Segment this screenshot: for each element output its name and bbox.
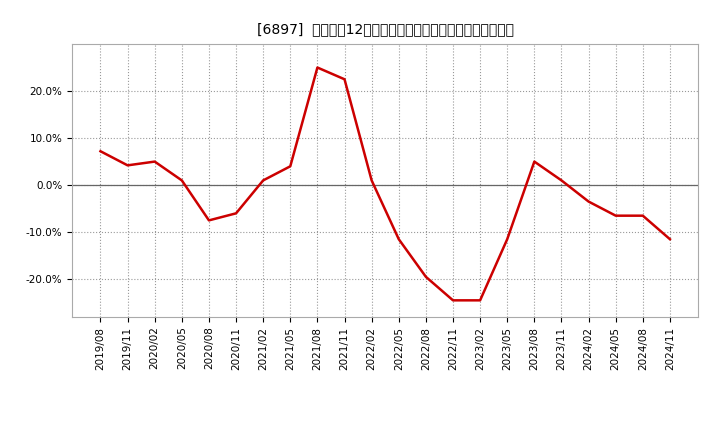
Title: [6897]  売上高の12か月移動合計の対前年同期増減率の推移: [6897] 売上高の12か月移動合計の対前年同期増減率の推移 xyxy=(257,22,513,36)
